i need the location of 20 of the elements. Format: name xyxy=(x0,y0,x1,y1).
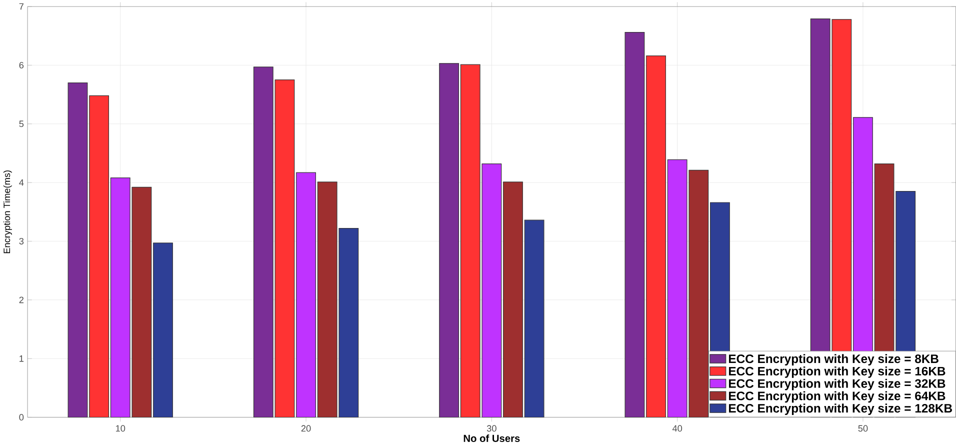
y-tick-label: 0 xyxy=(19,414,24,420)
y-tick-label: 2 xyxy=(19,296,24,303)
legend-label: ECC Encryption with Key size = 16KB xyxy=(728,366,946,378)
x-tick-label: 40 xyxy=(672,424,682,432)
legend-label: ECC Encryption with Key size = 128KB xyxy=(728,403,952,415)
y-tick-label: 4 xyxy=(19,179,24,186)
y-tick-label: 7 xyxy=(19,3,24,10)
y-axis-title: Encryption Time(ms) xyxy=(3,170,12,253)
y-tick-label: 5 xyxy=(19,120,24,127)
y-tick-label: 6 xyxy=(19,62,24,68)
legend-label: ECC Encryption with Key size = 64KB xyxy=(728,391,946,402)
legend-label: ECC Encryption with Key size = 8KB xyxy=(728,354,938,366)
y-tick-label: 3 xyxy=(19,238,24,244)
x-axis-title: No of Users xyxy=(464,434,520,442)
x-tick-label: 20 xyxy=(301,424,311,432)
x-tick-label: 50 xyxy=(858,424,868,432)
x-tick-label: 30 xyxy=(486,424,496,432)
x-tick-label: 10 xyxy=(116,424,126,432)
legend-label: ECC Encryption with Key size = 32KB xyxy=(728,378,946,390)
y-tick-label: 1 xyxy=(20,355,24,362)
